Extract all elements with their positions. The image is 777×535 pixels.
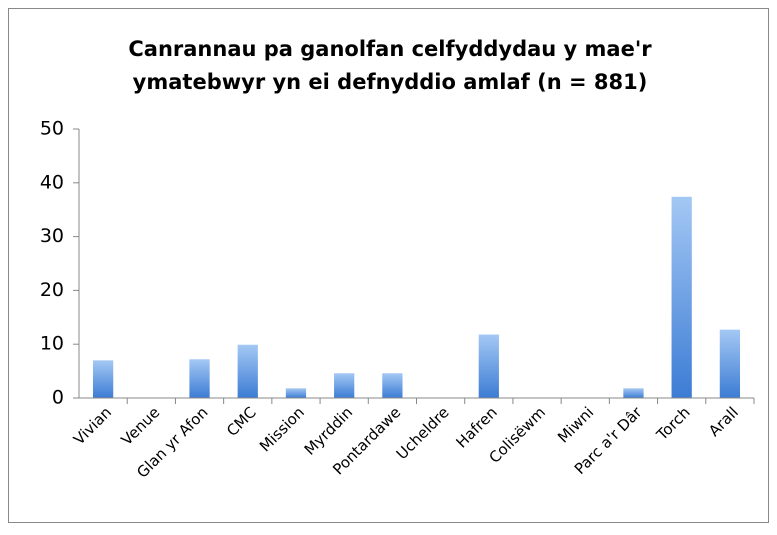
bar: [719, 329, 741, 398]
y-tick-label: 0: [52, 387, 64, 409]
y-tick-label: 30: [40, 225, 64, 247]
bar: [285, 388, 307, 398]
bar: [334, 373, 355, 398]
y-tick-label: 50: [40, 118, 64, 140]
y-tick-label: 20: [40, 279, 64, 301]
bar: [189, 359, 210, 398]
chart-title: ymatebwyr yn ei defnyddio amlaf (n = 881…: [133, 70, 648, 94]
bar: [92, 360, 114, 398]
chart-title: Canrannau pa ganolfan celfyddydau y mae'…: [128, 37, 652, 61]
bar: [671, 196, 692, 398]
bar: [478, 334, 499, 398]
y-tick-label: 10: [40, 333, 64, 355]
bar: [382, 373, 403, 398]
bar: [623, 388, 644, 398]
bar: [237, 344, 258, 398]
chart-frame: [8, 8, 769, 523]
y-tick-label: 40: [40, 171, 64, 193]
